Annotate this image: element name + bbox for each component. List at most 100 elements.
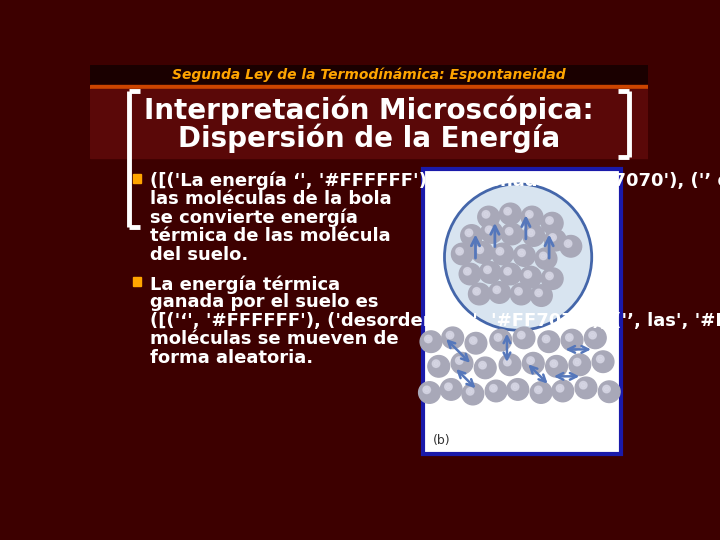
Circle shape: [544, 230, 566, 251]
Circle shape: [468, 389, 472, 394]
Bar: [423, 168, 621, 454]
Circle shape: [472, 242, 493, 263]
Bar: [90, 65, 648, 85]
Text: (b): (b): [433, 435, 450, 448]
Circle shape: [459, 263, 481, 285]
Circle shape: [534, 386, 542, 394]
Circle shape: [569, 354, 590, 376]
Circle shape: [535, 248, 557, 269]
Text: las moléculas de la bola: las moléculas de la bola: [150, 190, 392, 208]
Circle shape: [593, 351, 614, 373]
Circle shape: [527, 212, 531, 217]
Circle shape: [464, 267, 471, 275]
Circle shape: [423, 386, 431, 394]
Circle shape: [603, 385, 611, 393]
Circle shape: [490, 384, 498, 392]
Circle shape: [505, 227, 513, 235]
Circle shape: [528, 231, 533, 235]
Circle shape: [511, 383, 519, 390]
Circle shape: [500, 263, 521, 285]
Circle shape: [513, 384, 517, 389]
Circle shape: [547, 274, 552, 278]
Circle shape: [473, 288, 480, 295]
Circle shape: [513, 327, 535, 349]
Text: se convierte energía: se convierte energía: [150, 209, 359, 227]
Circle shape: [434, 361, 438, 366]
Circle shape: [485, 226, 493, 233]
Text: Segunda Ley de la Termodínámica: Espontaneidad: Segunda Ley de la Termodínámica: Esponta…: [172, 68, 566, 82]
Circle shape: [476, 246, 484, 253]
Circle shape: [581, 383, 585, 387]
Circle shape: [493, 286, 500, 294]
Circle shape: [504, 267, 511, 275]
Circle shape: [536, 291, 541, 295]
Circle shape: [485, 268, 490, 272]
Circle shape: [526, 272, 530, 276]
Text: forma aleatoria.: forma aleatoria.: [150, 349, 314, 367]
Circle shape: [482, 211, 490, 218]
Circle shape: [515, 288, 522, 295]
Circle shape: [567, 335, 572, 340]
Text: Interpretación Microscópica:: Interpretación Microscópica:: [144, 96, 594, 125]
Circle shape: [539, 252, 547, 260]
Circle shape: [538, 331, 559, 353]
Circle shape: [432, 360, 440, 367]
Circle shape: [485, 380, 507, 402]
Circle shape: [542, 335, 550, 343]
Circle shape: [491, 386, 495, 390]
Circle shape: [451, 353, 473, 374]
Circle shape: [589, 332, 596, 339]
Circle shape: [441, 379, 462, 400]
Circle shape: [496, 335, 500, 340]
Bar: [90, 85, 648, 89]
Circle shape: [465, 333, 487, 354]
Circle shape: [446, 384, 451, 389]
Circle shape: [544, 337, 548, 341]
Circle shape: [549, 234, 557, 241]
Circle shape: [564, 240, 572, 247]
Circle shape: [462, 383, 484, 405]
Circle shape: [552, 380, 574, 402]
Circle shape: [490, 329, 512, 351]
Circle shape: [519, 333, 523, 338]
Text: ([('La energía ‘', '#FFFFFF'), ('ordenada', '#FF7070'), ('’ de', '#FFFFFF')], Tr: ([('La energía ‘', '#FFFFFF'), ('ordenad…: [150, 172, 720, 190]
Circle shape: [456, 247, 464, 255]
Circle shape: [456, 357, 463, 364]
Circle shape: [500, 203, 521, 225]
Circle shape: [524, 271, 531, 278]
Bar: [90, 89, 648, 158]
Circle shape: [521, 206, 543, 228]
Text: térmica de las molécula: térmica de las molécula: [150, 227, 391, 245]
Circle shape: [520, 266, 541, 288]
Circle shape: [575, 360, 580, 364]
Circle shape: [445, 383, 452, 390]
Circle shape: [489, 282, 510, 303]
Circle shape: [480, 262, 501, 284]
Circle shape: [498, 249, 502, 253]
Circle shape: [428, 355, 449, 377]
Circle shape: [558, 386, 562, 390]
Circle shape: [480, 363, 485, 367]
Circle shape: [566, 241, 570, 246]
Circle shape: [510, 284, 532, 305]
Circle shape: [513, 245, 535, 266]
Circle shape: [446, 332, 454, 339]
Circle shape: [598, 357, 603, 361]
Circle shape: [546, 272, 553, 280]
Text: moléculas se mueven de: moléculas se mueven de: [150, 330, 399, 348]
Circle shape: [598, 381, 620, 402]
Circle shape: [580, 381, 587, 389]
Text: Dispersión de la Energía: Dispersión de la Energía: [178, 124, 560, 153]
Ellipse shape: [444, 184, 592, 330]
Circle shape: [492, 243, 513, 265]
Circle shape: [550, 360, 557, 367]
Circle shape: [505, 269, 510, 273]
Circle shape: [536, 388, 541, 392]
Circle shape: [469, 284, 490, 305]
Circle shape: [518, 249, 526, 256]
Text: del suelo.: del suelo.: [150, 246, 248, 264]
Circle shape: [467, 388, 474, 395]
Circle shape: [504, 207, 511, 215]
Circle shape: [523, 225, 544, 246]
Circle shape: [425, 388, 429, 392]
